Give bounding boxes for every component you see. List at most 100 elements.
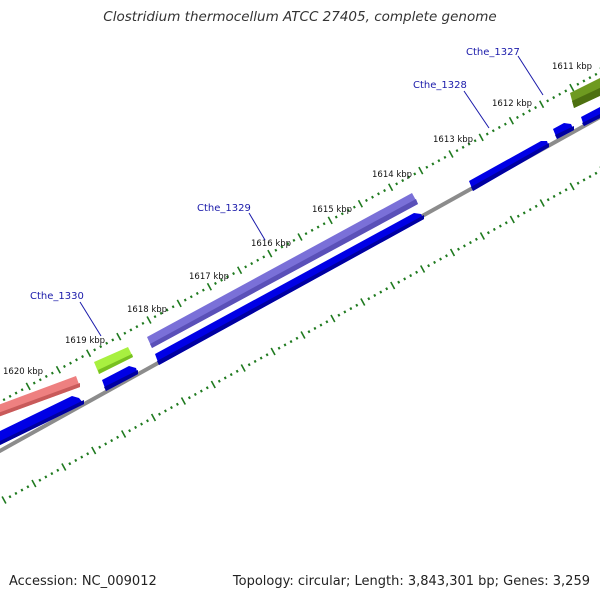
kbp-label: 1619 kbp [65,336,105,346]
minor-tick [310,228,314,232]
minor-tick [503,122,507,126]
minor-tick [427,264,431,268]
minor-tick [588,175,592,179]
minor-tick [199,389,203,393]
minor-tick [349,307,353,311]
gene-feature-cthe-1330-partial[interactable] [94,347,133,374]
major-tick [240,364,246,372]
minor-tick [564,188,568,192]
gene-feature-cthe-1329[interactable] [147,193,418,348]
minor-tick [140,422,143,426]
minor-tick [259,356,263,360]
major-tick [150,413,157,422]
major-tick [236,266,243,275]
minor-tick [8,394,12,398]
minor-tick [407,175,411,179]
gene-leader-line [463,90,490,129]
minor-tick [153,315,157,319]
minor-tick [44,475,48,479]
minor-tick [8,495,12,499]
cds-arrow[interactable] [469,141,549,191]
minor-tick [564,89,568,93]
cds-arrow[interactable] [155,213,424,365]
gene-label-cthe-1329[interactable]: Cthe_1329 [197,203,251,214]
cds-arrow[interactable] [0,396,84,446]
major-tick [176,299,182,308]
minor-tick [171,305,175,309]
minor-tick [20,388,24,392]
minor-tick [232,272,235,276]
major-tick [569,182,575,191]
minor-tick [69,361,72,365]
minor-tick [75,358,78,362]
minor-tick [313,326,317,330]
minor-tick [44,374,48,378]
major-tick [180,397,187,405]
inner-tick-ruler [1,166,600,504]
minor-tick [445,254,448,258]
minor-tick [165,308,169,312]
minor-tick [159,311,163,315]
minor-tick [316,225,320,229]
gene-leader-line [79,301,102,337]
minor-tick [558,191,562,195]
minor-tick [134,425,137,429]
major-tick [206,282,213,291]
major-tick [330,314,336,323]
minor-tick [81,355,84,359]
minor-tick [129,328,133,332]
minor-tick [534,204,538,208]
minor-tick [397,280,401,284]
minor-tick [14,391,18,395]
minor-tick [128,429,132,433]
minor-tick [277,346,281,350]
major-tick [360,298,366,306]
minor-tick [365,198,368,202]
minor-tick [431,162,435,166]
major-tick [85,349,92,358]
genome-summary-text: Topology: circular; Length: 3,843,301 bp… [232,574,590,589]
major-tick [31,479,37,488]
minor-tick [189,295,193,299]
cds-arrow[interactable] [553,123,574,139]
major-tick [418,166,424,175]
major-tick [146,316,152,324]
minor-tick [433,260,436,264]
minor-tick [229,373,233,377]
minor-tick [558,92,562,96]
cds-arrow[interactable] [581,106,600,126]
minor-tick [307,330,311,334]
cds-arrow[interactable] [102,366,138,391]
minor-tick [146,419,149,423]
major-tick [91,446,97,455]
gene-label-cthe-1327[interactable]: Cthe_1327 [466,47,520,58]
minor-tick [205,386,209,390]
minor-tick [253,359,257,363]
minor-tick [352,205,356,209]
minor-tick [383,189,386,193]
minor-tick [86,452,90,456]
minor-tick [14,491,18,495]
major-tick [300,331,306,339]
minor-tick [334,215,338,219]
gene-label-cthe-1330[interactable]: Cthe_1330 [30,291,84,302]
gene-leader-line [517,55,544,96]
minor-tick [50,472,54,476]
kbp-label: 1617 kbp [189,272,229,282]
minor-tick [93,348,97,352]
gene-label-cthe-1328[interactable]: Cthe_1328 [413,80,467,91]
minor-tick [546,198,550,202]
minor-tick [226,275,229,279]
minor-tick [104,442,108,446]
major-tick [61,463,67,471]
major-tick [478,133,484,142]
gene-feature-cthe-1327[interactable] [570,77,600,108]
gene-feature-cthe-1330[interactable] [0,376,80,417]
minor-tick [2,398,6,402]
major-tick [448,150,454,158]
minor-tick [220,278,223,282]
minor-tick [443,155,447,159]
kbp-label: 1616 kbp [251,239,291,249]
minor-tick [283,343,287,347]
